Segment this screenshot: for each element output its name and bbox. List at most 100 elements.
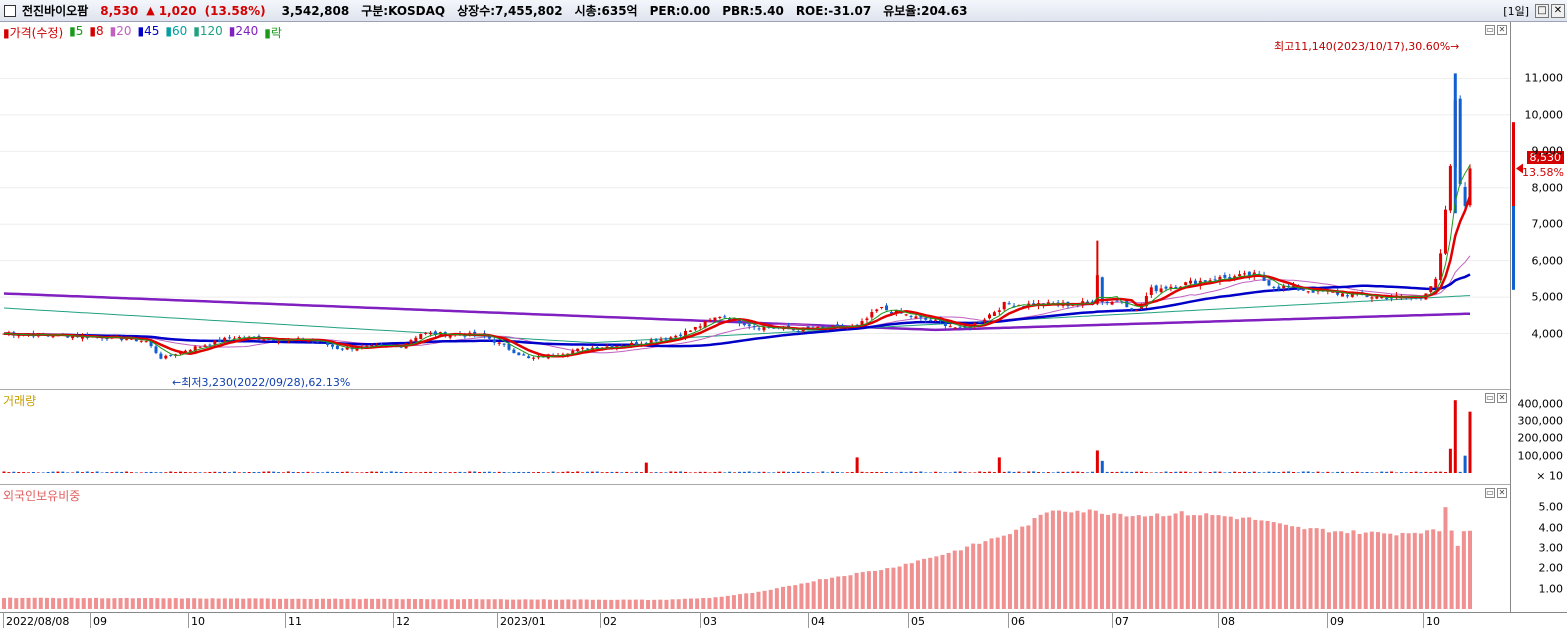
volume-bar (1149, 472, 1153, 473)
foreign-ownership-panel[interactable]: 외국인보유비중 ▭ ✕ (0, 485, 1510, 612)
volume-bar (708, 472, 712, 473)
candle-body (1149, 287, 1153, 295)
volume-bar (1218, 471, 1222, 473)
volume-bar (380, 471, 384, 473)
volume-bar (1238, 472, 1242, 473)
foreign-ratio-bar (805, 582, 810, 609)
candle-body (688, 330, 692, 332)
volume-bar (458, 471, 462, 473)
candle-body (306, 340, 310, 342)
legend-item: ▮락 (264, 26, 282, 40)
panel-restore-icon[interactable]: ▭ (1485, 393, 1495, 403)
volume-bar (399, 471, 403, 473)
panel-close-icon[interactable]: ✕ (1497, 393, 1507, 403)
foreign-ratio-bar (44, 597, 49, 609)
foreign-ratio-bar (560, 599, 565, 609)
volume-bar (1453, 400, 1457, 473)
volume-bar (228, 472, 232, 473)
volume-bar (12, 471, 16, 473)
foreign-ratio-bar (400, 599, 405, 609)
volume-bar (433, 472, 437, 473)
foreign-ratio-bar (725, 595, 730, 609)
candle-body (644, 342, 648, 344)
candle-body (105, 338, 109, 340)
foreign-ratio-bar (1075, 510, 1080, 609)
volume-bar (963, 472, 967, 473)
volume-bar (174, 472, 178, 473)
date-tick: 08 (1218, 612, 1235, 628)
candle-body (1223, 274, 1227, 278)
foreign-ratio-bar (1167, 515, 1172, 609)
select-checkbox[interactable] (4, 4, 16, 17)
volume-bar (983, 471, 987, 473)
foreign-ratio-bar (965, 546, 970, 609)
price-tick: 10,000 (1524, 108, 1564, 122)
volume-chart-panel[interactable]: 거래량 ▭ ✕ (0, 390, 1510, 485)
change-rate: (13.58%) (204, 3, 266, 18)
candle-body (1350, 293, 1354, 297)
volume-bar (576, 471, 580, 473)
per-value: PER:0.00 (649, 3, 711, 18)
date-tick: 2022/08/08 (2, 612, 70, 628)
foreign-ratio-bar (1093, 510, 1098, 609)
foreign-ratio-bar (1431, 529, 1436, 609)
foreign-ratio-bar (781, 586, 786, 609)
volume-bar (134, 472, 138, 473)
foreign-ratio-bar (676, 599, 681, 609)
candle-body (340, 348, 344, 350)
price-chart-panel[interactable]: ▮가격(수정) ▮5 ▮8 ▮20 ▮45 ▮60 ▮120 ▮240 ▮락 ▭ ✕ 최고11,… (0, 22, 1510, 390)
volume-bar (203, 472, 207, 473)
foreign-ratio-bar (94, 597, 99, 609)
foreign-ratio-bar (891, 567, 896, 609)
foreign-tick: 1.00 (1538, 582, 1564, 596)
volume-tick: 100,000 (1517, 449, 1564, 463)
close-icon[interactable]: ✕ (1551, 4, 1565, 18)
market-type: 구분:KOSDAQ (361, 4, 446, 18)
foreign-ratio-bar (1449, 530, 1454, 609)
volume-bar (115, 471, 119, 473)
foreign-ratio-bar (112, 598, 117, 609)
panel-restore-icon[interactable]: ▭ (1485, 488, 1495, 498)
volume-bar (453, 472, 457, 473)
volume-bar (36, 472, 40, 473)
foreign-ratio-bar (688, 598, 693, 609)
volume-bar (1370, 472, 1374, 473)
foreign-ratio-bar (989, 538, 994, 609)
volume-bar (2, 471, 6, 473)
candle-body (316, 341, 320, 343)
volume-bar (492, 472, 496, 473)
period-selector[interactable]: [1일] (1503, 5, 1529, 18)
panel-close-icon[interactable]: ✕ (1497, 488, 1507, 498)
title-bar: 전진바이오팜 8,530 ▲ 1,020 (13.58%) 3,542,808 … (0, 0, 1567, 22)
volume-bar (340, 471, 344, 473)
foreign-ratio-bar (1142, 516, 1147, 609)
foreign-ratio-bar (768, 589, 773, 609)
volume-bar (973, 472, 977, 473)
volume-bar (1399, 472, 1403, 473)
price-tick: 6,000 (1531, 254, 1564, 268)
candle-body (634, 342, 638, 345)
candle-body (728, 318, 732, 321)
foreign-tick: 5.00 (1538, 500, 1564, 514)
volume-bar (252, 472, 256, 473)
volume-bar (630, 472, 634, 473)
restore-icon[interactable]: □ (1535, 4, 1549, 18)
foreign-ratio-bar (1136, 515, 1141, 609)
volume-bar (1228, 472, 1232, 473)
foreign-ratio-bar (228, 598, 233, 609)
candle-body (1463, 186, 1467, 206)
panel-restore-icon[interactable]: ▭ (1485, 25, 1495, 35)
volume-bar (272, 471, 276, 473)
foreign-ratio-bar (1333, 531, 1338, 609)
candle-body (958, 326, 962, 328)
candle-body (654, 339, 658, 342)
panel-close-icon[interactable]: ✕ (1497, 25, 1507, 35)
volume-bar (1385, 471, 1389, 473)
foreign-ratio-bar (1326, 532, 1331, 609)
candle-body (1448, 165, 1452, 211)
foreign-ratio-bar (143, 598, 148, 609)
volume-bar (1208, 471, 1212, 473)
candle-body (791, 329, 795, 331)
volume-bar (909, 471, 913, 473)
volume-bar (1419, 472, 1423, 473)
